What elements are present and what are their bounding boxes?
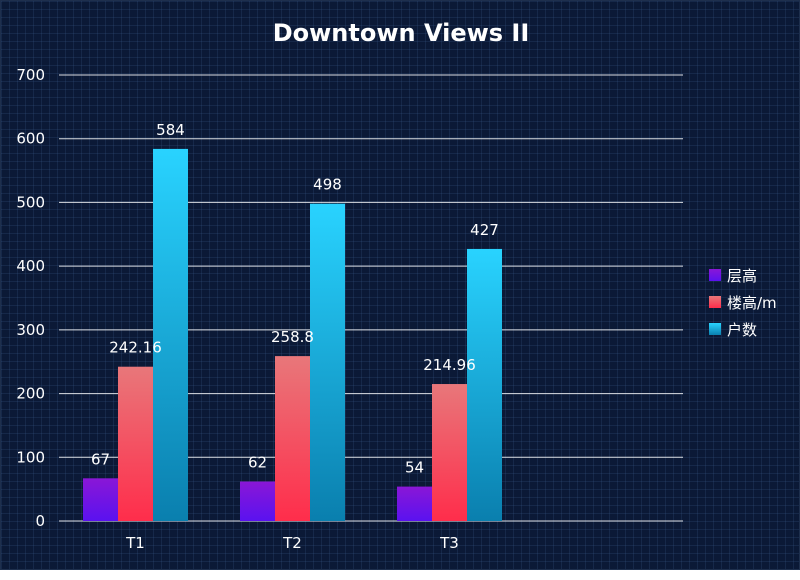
value-label: 214.96 bbox=[423, 356, 476, 374]
bar-t3-series-1[interactable] bbox=[397, 486, 432, 521]
legend-item[interactable]: 楼高/m bbox=[709, 294, 777, 312]
y-tick-label: 400 bbox=[16, 257, 45, 275]
bar-t2-series-3[interactable] bbox=[310, 203, 345, 521]
x-tick-label: T1 bbox=[125, 534, 145, 552]
bar-t1-series-2[interactable] bbox=[118, 366, 153, 521]
bar-t2-series-2[interactable] bbox=[275, 356, 310, 521]
y-tick-label: 700 bbox=[16, 66, 45, 84]
chart-title: Downtown Views II bbox=[273, 19, 530, 47]
value-label: 498 bbox=[313, 176, 342, 194]
value-labels: 67 242.16 584 62 258.8 498 54 214.96 427 bbox=[91, 121, 499, 477]
legend-item[interactable]: 层高 bbox=[709, 267, 757, 285]
value-label: 62 bbox=[248, 453, 267, 471]
bar-t1-series-3[interactable] bbox=[153, 148, 188, 521]
legend-label: 楼高/m bbox=[727, 294, 777, 312]
legend-swatch bbox=[709, 323, 721, 335]
value-label: 242.16 bbox=[109, 339, 162, 357]
bars bbox=[83, 148, 502, 521]
value-label: 258.8 bbox=[271, 328, 314, 346]
y-tick-label: 0 bbox=[35, 512, 45, 530]
legend-label: 层高 bbox=[727, 267, 757, 285]
legend-swatch bbox=[709, 296, 721, 308]
y-tick-label: 500 bbox=[16, 193, 45, 211]
value-label: 67 bbox=[91, 450, 110, 468]
legend-swatch bbox=[709, 269, 721, 281]
x-tick-label: T3 bbox=[439, 534, 459, 552]
y-tick-label: 300 bbox=[16, 321, 45, 339]
value-label: 584 bbox=[156, 121, 185, 139]
value-label: 54 bbox=[405, 459, 424, 477]
x-tick-label: T2 bbox=[282, 534, 302, 552]
bar-t2-series-1[interactable] bbox=[240, 481, 275, 521]
legend-item[interactable]: 户数 bbox=[709, 321, 757, 339]
bar-t1-series-1[interactable] bbox=[83, 478, 118, 521]
bar-t3-series-3[interactable] bbox=[467, 248, 502, 521]
bar-t3-series-2[interactable] bbox=[432, 384, 467, 521]
y-tick-label: 100 bbox=[16, 448, 45, 466]
legend-label: 户数 bbox=[727, 321, 757, 339]
value-label: 427 bbox=[470, 221, 499, 239]
y-tick-label: 200 bbox=[16, 385, 45, 403]
y-axis-ticks: 0 100 200 300 400 500 600 700 bbox=[16, 66, 45, 530]
x-axis-ticks: T1 T2 T3 bbox=[125, 534, 459, 552]
y-tick-label: 600 bbox=[16, 130, 45, 148]
